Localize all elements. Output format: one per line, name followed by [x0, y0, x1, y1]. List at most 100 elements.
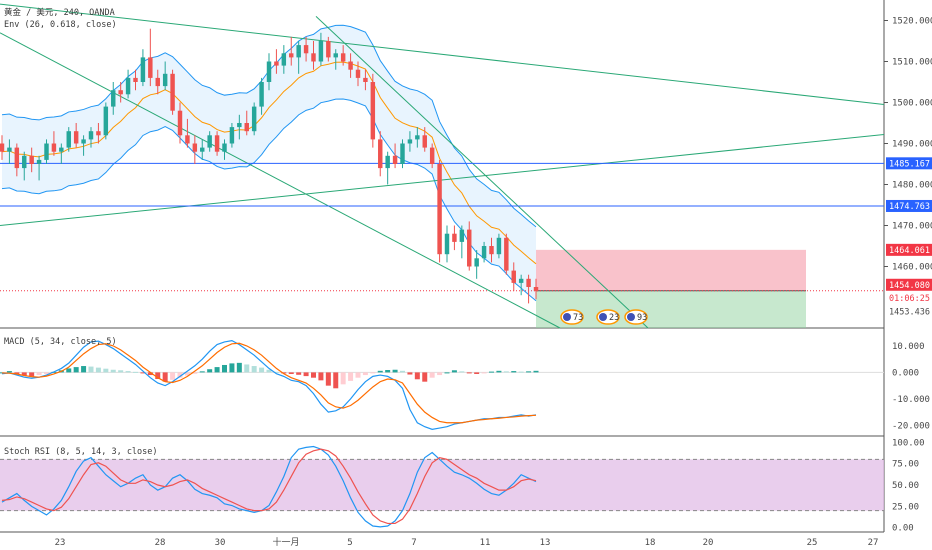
price-tag-label: 1474.763	[889, 202, 930, 212]
macd-histogram-bar	[103, 368, 109, 373]
time-tick-label: 11	[480, 538, 491, 548]
envelope-label: Env (26, 0.618, close)	[4, 20, 117, 30]
macd-histogram-bar	[459, 371, 465, 373]
time-tick-label: 5	[347, 538, 352, 548]
candle-body	[318, 41, 324, 62]
position-zones	[0, 249, 884, 328]
candle-body	[378, 139, 383, 169]
candle-body	[452, 233, 457, 242]
horizontal-levels[interactable]	[0, 162, 884, 207]
price-tag[interactable]	[886, 157, 932, 170]
candle-body	[103, 106, 109, 136]
macd-histogram-bar	[444, 372, 450, 374]
macd-histogram-bar	[95, 367, 101, 373]
candle-body	[429, 147, 435, 164]
candle-body	[162, 73, 168, 87]
candle-body	[229, 127, 235, 144]
macd-histogram-bar	[140, 372, 146, 374]
candle-body	[88, 131, 94, 140]
price-tag[interactable]	[886, 199, 932, 212]
candle-body	[504, 237, 509, 271]
macd-label: MACD (5, 34, close, 5)	[4, 337, 117, 347]
candle-body	[170, 73, 175, 111]
macd-histogram-bar	[400, 370, 405, 373]
price-tag[interactable]	[886, 243, 932, 256]
candle-body	[251, 106, 257, 132]
economic-events[interactable]: 73 23 93	[560, 309, 648, 325]
candle-body	[296, 45, 301, 58]
macd-histogram-bar	[526, 371, 532, 373]
macd-histogram-bar	[407, 372, 413, 375]
time-tick-label: 30	[215, 538, 226, 548]
macd-histogram-bar	[21, 372, 27, 376]
candle-body	[496, 237, 502, 255]
trend-lines[interactable]	[0, 3, 885, 329]
candle-body	[459, 229, 465, 242]
candle-body	[36, 159, 42, 164]
price-tick-label: 1470.000	[892, 222, 932, 232]
trend-line[interactable]	[0, 3, 885, 106]
macd-histogram-bar	[162, 372, 168, 382]
candle-body	[340, 53, 346, 62]
trend-line[interactable]	[0, 133, 885, 226]
macd-histogram-bar	[81, 366, 87, 373]
candle-body	[155, 77, 160, 87]
trend-line[interactable]	[0, 32, 561, 329]
candle-body	[266, 61, 272, 82]
stoch-rsi-pane	[0, 445, 884, 528]
macd-histogram-bar	[266, 369, 272, 373]
candle-body	[370, 82, 376, 140]
macd-histogram-bar	[88, 366, 94, 373]
macd-histogram-bar	[518, 371, 524, 373]
time-tick-label: 20	[703, 538, 714, 548]
candle-body	[200, 147, 205, 152]
trend-line[interactable]	[315, 16, 649, 329]
candle-body	[407, 139, 413, 144]
candle-body	[348, 61, 353, 70]
macd-signal-line	[1, 342, 537, 424]
macd-histogram-bar	[199, 371, 205, 373]
macd-histogram-bar	[511, 371, 517, 373]
macd-histogram-bar	[385, 370, 391, 373]
time-tick-label: 27	[868, 538, 879, 548]
macd-histogram-bar	[325, 372, 331, 386]
price-tick-label: 1510.000	[892, 58, 932, 68]
candle-body	[518, 278, 524, 283]
macd-histogram-bar	[236, 362, 242, 373]
time-tick-label: 18	[645, 538, 656, 548]
candle-body	[7, 147, 12, 152]
time-tick-label: 7	[411, 538, 416, 548]
stoch-rsi-label: Stoch RSI (8, 5, 14, 3, close)	[4, 447, 158, 457]
price-tick-label: 1480.000	[892, 181, 932, 191]
time-axis[interactable]: 23 28 30 十一月 5 7 11 13 18 20 25 27	[55, 536, 879, 548]
macd-histogram-bar	[155, 372, 161, 380]
macd-histogram-bar	[340, 372, 346, 385]
candle-body	[303, 45, 309, 54]
candle-body	[51, 143, 57, 152]
macd-histogram-bar	[355, 372, 361, 378]
price-tag[interactable]	[886, 278, 932, 291]
stoch-tick-label: 0.00	[892, 524, 914, 534]
macd-histogram-bar	[66, 368, 72, 373]
candle-body	[44, 143, 49, 160]
macd-histogram-bar	[44, 372, 49, 374]
stoch-d-line	[1, 448, 537, 525]
candle-body	[59, 147, 64, 152]
candle-body	[533, 287, 539, 292]
macd-histogram-bar	[474, 372, 480, 374]
macd-histogram-bar	[489, 371, 494, 373]
macd-histogram-bar	[207, 369, 213, 373]
candle-body	[422, 135, 427, 148]
macd-tick-label: 10.000	[892, 342, 925, 352]
price-axis[interactable]: 1520.000 1510.000 1500.000 1490.000 1480.000…	[884, 17, 932, 534]
candle-body	[259, 82, 264, 107]
macd-line	[1, 339, 537, 430]
candle-body	[415, 135, 420, 140]
macd-histogram-bar	[288, 372, 294, 374]
stoch-tick-label: 25.00	[892, 502, 919, 512]
candle-body	[363, 77, 368, 82]
macd-histogram-bar	[362, 372, 368, 376]
macd-tick-label: 0.000	[892, 368, 919, 378]
event-count: 93	[637, 313, 647, 323]
